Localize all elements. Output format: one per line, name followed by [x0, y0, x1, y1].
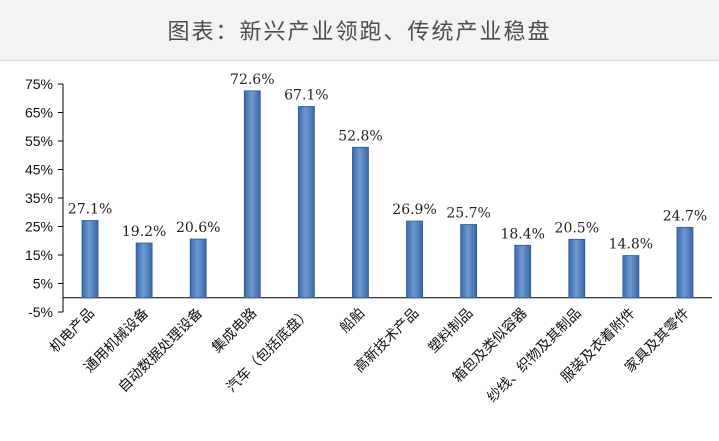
chart-title: 图表：新兴产业领跑、传统产业稳盘 [167, 20, 552, 45]
data-label: 19.2% [122, 224, 166, 240]
data-label: 52.8% [338, 128, 382, 144]
bar [135, 242, 153, 299]
y-tick-label: 15% [25, 247, 53, 263]
x-tick-label: 纱线、织物及其制品 [484, 305, 584, 405]
bar [460, 224, 478, 299]
bar [297, 106, 315, 299]
bar [622, 255, 640, 299]
y-tick-label: 5% [33, 276, 53, 292]
x-tick-label: 船舶 [337, 305, 368, 336]
bar [568, 238, 586, 299]
bar [81, 220, 99, 299]
bars [81, 90, 694, 299]
bar [243, 90, 261, 299]
y-tick-label: 75% [25, 76, 53, 92]
bar [406, 220, 423, 299]
bar [352, 146, 369, 299]
y-axis: -5% 5% 15% 25% 35% 45% 55% 65% 75% [25, 76, 712, 320]
data-label: 25.7% [446, 206, 490, 222]
data-label: 27.1% [68, 202, 112, 218]
y-tick-label: 25% [25, 219, 53, 235]
bar-chart: -5% 5% 15% 25% 35% 45% 55% 65% 75% 27.1% 19.2% 20.… [25, 72, 712, 406]
x-tick-label: 集成电路 [209, 305, 261, 357]
bar [514, 244, 532, 299]
y-tick-label: 65% [25, 105, 53, 121]
data-labels: 27.1% 19.2% 20.6% 72.6% 67.1% 52.8% 26.9% 25.7%… [68, 72, 707, 253]
data-label: 18.4% [500, 226, 544, 242]
data-label: 24.7% [663, 208, 707, 224]
data-label: 14.8% [609, 237, 653, 253]
x-tick-label: 机电产品 [47, 305, 98, 356]
data-label: 72.6% [230, 72, 274, 88]
data-label: 20.6% [176, 220, 220, 236]
bar [676, 226, 694, 299]
data-label: 20.5% [555, 220, 599, 236]
data-label: 26.9% [392, 202, 436, 218]
bar [189, 238, 207, 299]
title-bar: 图表：新兴产业领跑、传统产业稳盘 [0, 0, 719, 61]
y-tick-label: 45% [25, 162, 53, 178]
y-tick-label: 35% [25, 190, 53, 206]
y-tick-label: 55% [25, 133, 53, 149]
y-tick-label: -5% [28, 304, 53, 320]
data-label: 67.1% [284, 88, 328, 104]
x-tick-label: 塑料制品 [426, 305, 477, 356]
